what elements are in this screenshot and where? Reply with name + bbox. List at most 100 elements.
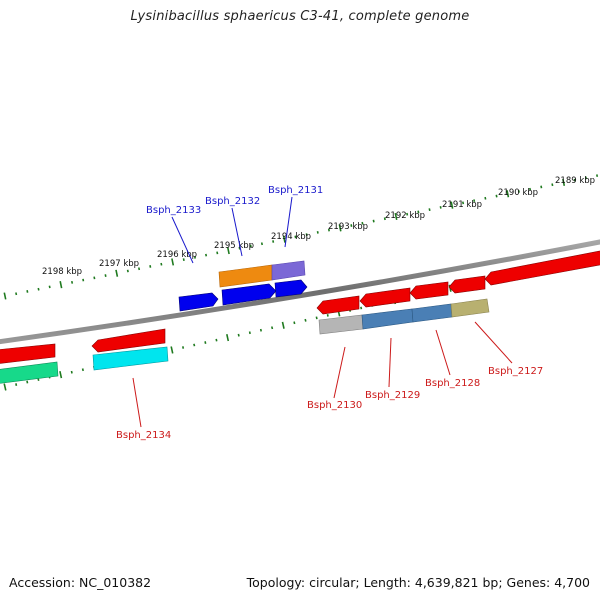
ruler-minor-tick (104, 274, 107, 277)
ruler-minor-tick (193, 343, 196, 347)
ruler-minor-tick (495, 194, 498, 198)
cds-bsph-2129[interactable] (359, 287, 411, 308)
ruler-minor-tick (350, 224, 353, 227)
cds-bsph-2134[interactable] (91, 328, 166, 353)
cds-bsph-2132[interactable] (221, 283, 277, 306)
ruler-minor-tick (540, 185, 543, 189)
accession-text: Accession: NC_010382 (9, 575, 152, 590)
ruler-minor-tick (473, 199, 476, 202)
ruler-minor-tick (126, 269, 129, 273)
ruler-minor-tick (215, 338, 218, 342)
gene-labels: Bsph_2133 Bsph_2132 Bsph_2131 Bsph_2134 … (116, 185, 543, 441)
ruler-minor-tick (160, 262, 163, 266)
cds-right-edge[interactable] (484, 250, 600, 286)
ruler-minor-tick (15, 383, 18, 386)
ruler-label: 2195 kbp (214, 241, 254, 251)
gene-label-bsph-2127[interactable]: Bsph_2127 (488, 366, 543, 377)
ruler-label: 2192 kbp (385, 211, 425, 221)
ruler-minor-tick (383, 217, 386, 221)
ruler-minor-tick (360, 306, 363, 310)
topology-text: Topology: circular; Length: 4,639,821 bp… (246, 575, 590, 590)
cds-bsph-2130[interactable] (316, 295, 360, 315)
ruler-major-tick (282, 235, 286, 243)
ruler-label: 2189 kbp (555, 176, 595, 186)
ruler-minor-tick (271, 326, 274, 330)
ruler-label: 2198 kbp (42, 267, 82, 277)
ruler-major-tick (170, 346, 174, 354)
leader-bsph-2134 (132, 377, 142, 428)
ruler-label: 2197 kbp (99, 259, 139, 269)
gene-label-bsph-2133[interactable]: Bsph_2133 (146, 205, 201, 216)
ruler-major-tick (450, 201, 454, 209)
ruler-minor-tick (48, 285, 51, 289)
purple-feature[interactable] (271, 260, 306, 281)
ruler-minor-tick (70, 370, 73, 374)
ruler-major-tick (3, 292, 7, 300)
gene-label-bsph-2134[interactable]: Bsph_2134 (116, 430, 171, 441)
ruler-minor-tick (293, 321, 296, 325)
gene-label-bsph-2129[interactable]: Bsph_2129 (365, 390, 420, 401)
cds-bsph-2131[interactable] (274, 279, 308, 298)
ruler-major-tick (281, 321, 285, 329)
grey-feature[interactable] (318, 314, 364, 335)
ruler-minor-tick (529, 187, 532, 191)
cds-bsph-2133[interactable] (178, 292, 219, 312)
ruler-label: 2193 kbp (328, 222, 368, 232)
ruler-label: 2194 kbp (271, 232, 311, 242)
cds-left-edge[interactable] (0, 343, 56, 364)
leader-bsph-2133 (171, 216, 194, 264)
ruler-minor-tick (260, 242, 263, 246)
lower-features (0, 250, 600, 384)
ruler-major-tick (59, 371, 63, 379)
ruler-minor-tick (428, 208, 431, 212)
ruler-minor-tick (417, 210, 420, 214)
ruler-minor-tick (596, 174, 599, 177)
ruler-minor-tick (81, 368, 84, 372)
ruler-minor-tick (361, 221, 364, 225)
ruler-minor-tick (304, 318, 307, 322)
gene-label-bsph-2131[interactable]: Bsph_2131 (268, 185, 323, 196)
ruler-minor-tick (93, 276, 96, 280)
gene-label-bsph-2132[interactable]: Bsph_2132 (205, 196, 260, 207)
ruler-minor-tick (484, 196, 487, 200)
ruler-minor-tick (26, 380, 29, 384)
ruler-minor-tick (205, 253, 208, 257)
ruler-minor-tick (462, 201, 465, 205)
ruler-major-tick (171, 258, 175, 266)
ruler-minor-tick (216, 251, 219, 255)
cds-bsph-2127[interactable] (448, 275, 486, 294)
cyan-feature[interactable] (92, 346, 169, 371)
leader-lines (132, 196, 513, 428)
ruler-minor-tick (26, 290, 29, 293)
orange-feature[interactable] (218, 264, 273, 288)
steel-feature-1[interactable] (361, 308, 414, 330)
gene-label-bsph-2128[interactable]: Bsph_2128 (425, 378, 480, 389)
ruler-minor-tick (71, 280, 74, 284)
ruler-minor-tick (237, 333, 240, 337)
ruler-label: 2190 kbp (498, 188, 538, 198)
ruler-minor-tick (315, 316, 318, 320)
ruler-minor-tick (439, 206, 442, 209)
ruler-major-tick (115, 269, 119, 277)
ruler-minor-tick (584, 176, 587, 180)
position-ruler-upper (3, 174, 599, 300)
leader-bsph-2127 (474, 321, 513, 364)
green-feature[interactable] (0, 361, 59, 384)
ruler-minor-tick (316, 231, 319, 234)
ruler-minor-tick (204, 341, 207, 344)
cds-bsph-2128[interactable] (409, 281, 449, 300)
leader-bsph-2130 (333, 346, 346, 399)
ruler-minor-tick (37, 287, 40, 291)
ruler-minor-tick (551, 183, 554, 187)
gene-label-bsph-2130[interactable]: Bsph_2130 (307, 400, 362, 411)
steel-feature-2[interactable] (411, 303, 453, 323)
khaki-feature[interactable] (450, 298, 490, 318)
map-title: Lysinibacillus sphaericus C3-41, complet… (130, 9, 470, 24)
ruler-minor-tick (272, 240, 275, 243)
ruler-minor-tick (248, 331, 251, 335)
ruler-minor-tick (517, 190, 520, 193)
ruler-labels: 2198 kbp 2197 kbp 2196 kbp 2195 kbp 2194… (42, 176, 595, 277)
ruler-label: 2191 kbp (442, 200, 482, 210)
upper-features (178, 260, 308, 312)
